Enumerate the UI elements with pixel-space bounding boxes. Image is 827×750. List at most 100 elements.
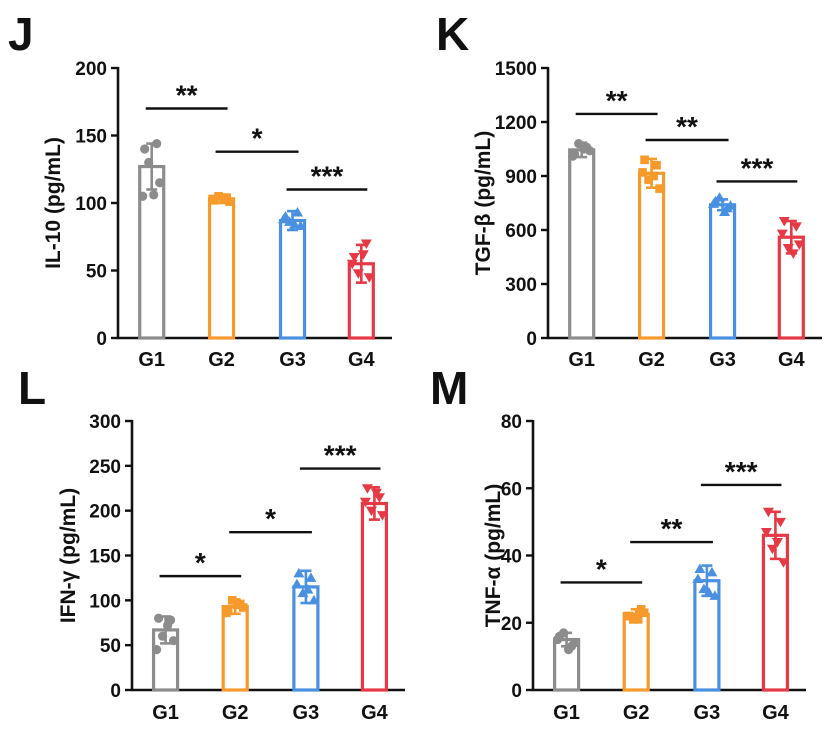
y-tick-label: 50: [86, 262, 107, 283]
data-point-g4: [357, 250, 369, 260]
x-category-label: G1: [568, 349, 595, 371]
panel-letter: K: [436, 8, 469, 60]
data-point-g4: [365, 506, 377, 517]
y-tick-label: 200: [75, 59, 107, 80]
data-point-g4: [360, 239, 372, 249]
y-tick-label: 150: [89, 547, 121, 568]
data-point-g4: [370, 488, 382, 499]
y-axis-label: TGF-β (pg/mL): [472, 131, 495, 276]
x-category-label: G1: [553, 702, 580, 724]
data-point-g2: [655, 184, 664, 193]
data-point-g4: [766, 544, 778, 555]
data-point-g2: [232, 600, 242, 610]
bar-g2: [207, 197, 236, 340]
y-tick-label: 150: [75, 127, 107, 148]
data-point-g4: [352, 269, 364, 279]
data-point-g4: [348, 253, 360, 263]
y-tick-label: 0: [96, 329, 107, 350]
data-point-g4: [793, 240, 805, 250]
data-point-g2: [628, 615, 638, 624]
significance-label: ***: [725, 456, 758, 487]
data-point-g1: [558, 628, 569, 638]
data-point-g1: [155, 178, 165, 188]
y-tick-label: 900: [505, 167, 537, 188]
x-category-label: G3: [279, 349, 306, 371]
data-point-g1: [140, 144, 150, 154]
data-point-g2: [652, 160, 661, 170]
bar-g3: [278, 218, 307, 340]
data-point-g1: [157, 631, 168, 641]
data-point-g4: [376, 511, 388, 521]
bar-g2: [637, 171, 666, 340]
x-category-label: G4: [778, 349, 806, 371]
data-point-g4: [346, 259, 358, 270]
data-point-g2: [221, 608, 231, 618]
panel-l: L IFN-γ (pg/mL) 0 50 100 150 200 250 300 G1 G2 G3 G4…: [18, 362, 405, 724]
data-point-g3: [719, 206, 731, 216]
significance-label: *: [265, 503, 276, 534]
data-point-g3: [725, 200, 737, 210]
y-axis-label: TNF-α (pg/mL): [482, 484, 505, 628]
bar-g2: [622, 612, 650, 692]
significance-label: **: [176, 80, 198, 111]
y-tick-label: 80: [501, 412, 522, 433]
bar-g4: [360, 501, 389, 692]
data-point-g3: [292, 206, 304, 217]
x-category-label: G3: [293, 702, 320, 724]
data-point-g3: [308, 594, 320, 605]
data-point-g4: [777, 558, 789, 568]
x-category-label: G4: [762, 702, 790, 724]
data-point-g1: [563, 645, 574, 655]
y-tick-label: 1200: [495, 113, 537, 134]
data-point-g4: [771, 538, 783, 548]
data-point-g2: [225, 197, 234, 206]
data-point-g4: [363, 273, 375, 283]
y-tick-label: 100: [75, 194, 107, 215]
data-point-g3: [302, 584, 314, 594]
panel-letter: J: [8, 8, 34, 60]
y-tick-label: 300: [89, 412, 121, 433]
x-category-label: G4: [361, 702, 389, 724]
x-category-label: G1: [138, 349, 165, 371]
data-point-g3: [293, 567, 305, 578]
y-tick-label: 100: [89, 591, 121, 612]
data-point-g2: [633, 615, 643, 624]
data-point-g1: [168, 636, 179, 646]
data-point-g3: [305, 572, 317, 582]
data-point-g3: [289, 219, 301, 229]
data-point-g2: [640, 155, 649, 165]
panel-letter: M: [430, 362, 468, 414]
y-axis-label: IFN-γ (pg/mL): [57, 488, 80, 623]
y-tick-label: 250: [89, 457, 121, 478]
panel-k: K TGF-β (pg/mL) 0 300 600 900 1200 1500 G1 G2 G3 G4…: [436, 8, 822, 371]
significance-label: ***: [311, 161, 344, 192]
x-category-label: G2: [638, 349, 665, 371]
significance-label: **: [676, 111, 698, 142]
data-point-g2: [639, 608, 649, 617]
x-category-label: G2: [208, 349, 235, 371]
data-point-g2: [622, 611, 632, 621]
y-axis-label: IL-10 (pg/mL): [42, 137, 65, 269]
y-tick-label: 60: [501, 479, 522, 500]
significance-label: *: [252, 123, 263, 154]
data-point-g4: [787, 249, 799, 259]
significance-label: *: [195, 547, 206, 578]
data-point-g3: [709, 590, 721, 600]
bar-g1: [568, 148, 596, 340]
x-category-label: G3: [709, 349, 736, 371]
y-tick-label: 40: [501, 547, 522, 568]
y-tick-label: 0: [511, 681, 522, 702]
data-point-g3: [692, 573, 704, 584]
data-point-g4: [361, 484, 373, 494]
data-point-g4: [790, 222, 802, 232]
data-point-g4: [782, 244, 794, 254]
data-point-g2: [644, 175, 653, 184]
data-point-g1: [151, 645, 162, 655]
panel-letter: L: [18, 362, 46, 414]
data-point-g2: [649, 171, 658, 181]
data-point-g1: [138, 191, 148, 201]
data-point-g1: [144, 157, 154, 168]
